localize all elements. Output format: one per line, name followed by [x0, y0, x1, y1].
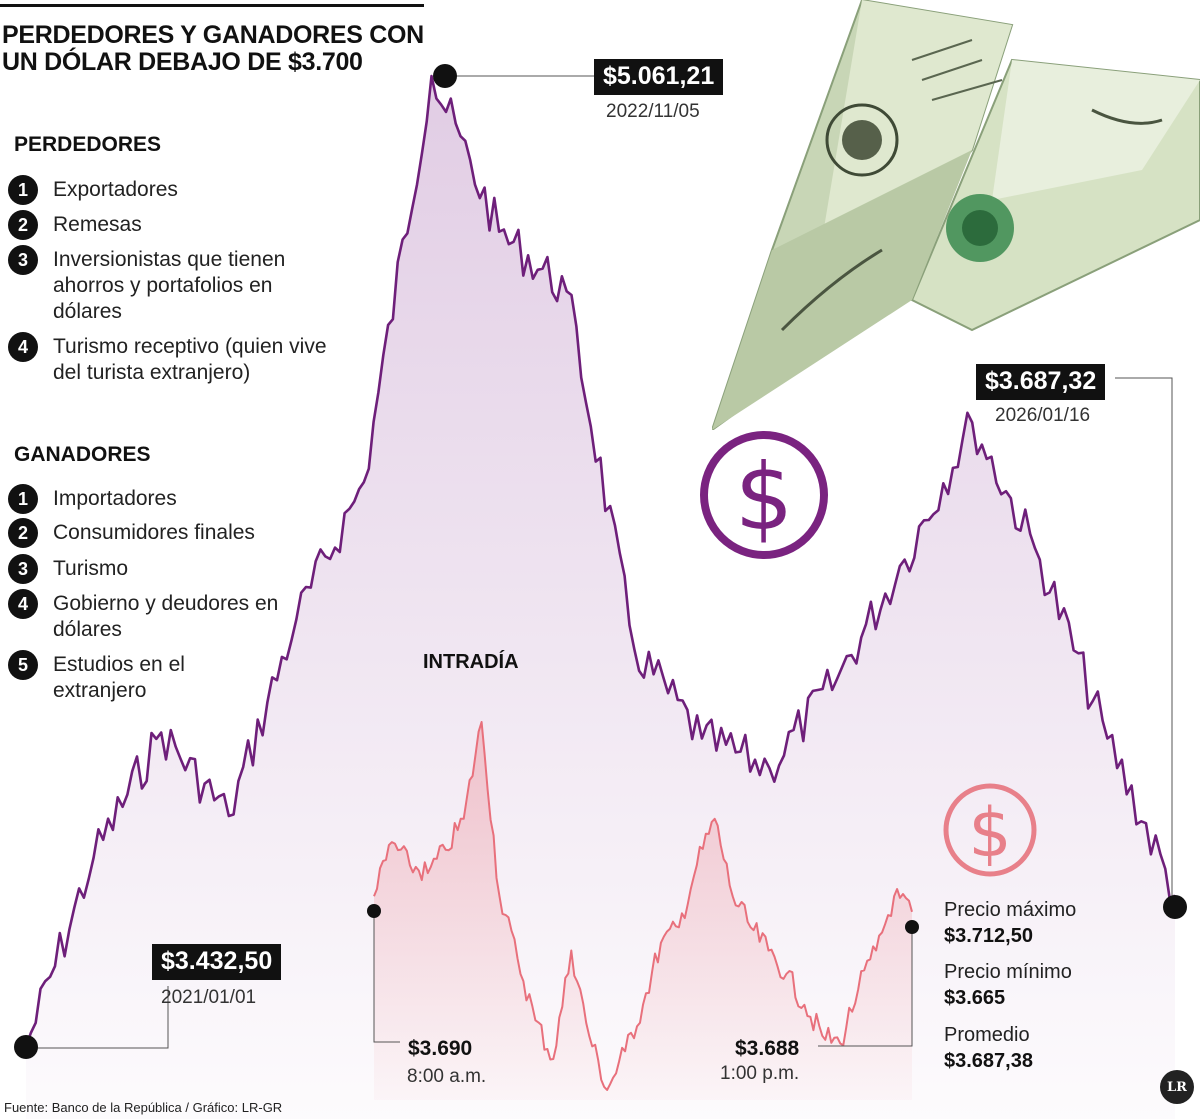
number-badge: 4: [8, 589, 38, 619]
winner-item: 1 Importadores: [8, 484, 177, 514]
intraday-end-value: $3.688: [735, 1037, 800, 1060]
top-rule: [0, 4, 424, 7]
intraday-start-time: 8:00 a.m.: [407, 1066, 487, 1087]
leader-line-start: [26, 986, 169, 1049]
loser-item: 2 Remesas: [8, 210, 142, 240]
loser-item-text: Remesas: [53, 213, 142, 236]
peak-value-badge: $5.061,21: [594, 59, 724, 95]
intraday-end-time: 1:00 p.m.: [720, 1063, 800, 1084]
winner-item-text: Turismo: [53, 557, 129, 580]
stat-avg-label: Promedio: [944, 1024, 1030, 1046]
leader-line-end: [1115, 377, 1173, 905]
winner-item: 5 Estudios en el extranjero: [8, 650, 223, 704]
number-badge: 3: [8, 554, 38, 584]
start-date: 2021/01/01: [161, 987, 257, 1008]
number-badge: 1: [8, 175, 38, 205]
stat-avg-value: $3.687,38: [944, 1050, 1033, 1072]
dollar-circle-icon: $: [700, 431, 828, 559]
number-badge: 2: [8, 210, 38, 240]
winners-heading: GANADORES: [14, 443, 151, 466]
marker-end: [1163, 895, 1187, 919]
end-date: 2026/01/16: [995, 405, 1091, 426]
start-value-badge: $3.432,50: [152, 944, 282, 980]
title-line-2: UN DÓLAR DEBAJO DE $3.700: [2, 48, 363, 76]
main-series-area: [26, 76, 1175, 1119]
stat-min-value: $3.665: [944, 987, 1006, 1009]
main-series-line: [24, 74, 1177, 1048]
losers-heading: PERDEDORES: [14, 133, 162, 156]
intraday-series-area: [374, 722, 912, 1100]
dollar-circle-icon: $: [943, 783, 1037, 877]
marker-peak: [433, 64, 457, 88]
winner-item: 4 Gobierno y deudores en dólares: [8, 589, 293, 643]
marker-intraday-end: [905, 920, 919, 934]
number-badge: 5: [8, 650, 38, 680]
winner-item-text: Importadores: [53, 487, 177, 510]
source-note: Fuente: Banco de la República / Gráfico:…: [4, 1100, 283, 1115]
winner-item-text: Consumidores finales: [53, 521, 255, 544]
loser-item: 3 Inversionistas que tienen ahorros y po…: [8, 245, 318, 325]
intraday-title: INTRADÍA: [423, 651, 519, 673]
stat-min-label: Precio mínimo: [944, 961, 1072, 983]
intraday-series-line: [373, 721, 913, 1091]
lr-logo: LR: [1160, 1070, 1194, 1104]
number-badge: 4: [8, 332, 38, 362]
winner-item-text: Gobierno y deudores en dólares: [53, 592, 279, 641]
number-badge: 1: [8, 484, 38, 514]
loser-item: 4 Turismo receptivo (quien vive del turi…: [8, 332, 333, 386]
leader-line-intraday-start: [373, 912, 400, 1043]
intraday-start-value: $3.690: [408, 1037, 473, 1060]
end-value-badge: $3.687,32: [976, 364, 1106, 400]
stat-max-value: $3.712,50: [944, 925, 1033, 947]
loser-item: 1 Exportadores: [8, 175, 178, 205]
stat-max-label: Precio máximo: [944, 899, 1077, 921]
number-badge: 3: [8, 245, 38, 275]
title-line-1: PERDEDORES Y GANADORES CON: [2, 21, 424, 49]
winner-item-text: Estudios en el extranjero: [53, 653, 185, 702]
loser-item-text: Turismo receptivo (quien vive del turist…: [53, 335, 327, 384]
peak-date: 2022/11/05: [606, 101, 700, 122]
loser-item-text: Exportadores: [53, 178, 178, 201]
paper-plane-dollar-bills: [712, 0, 1200, 430]
leader-line-intraday-end: [818, 928, 913, 1047]
winner-item: 3 Turismo: [8, 554, 129, 584]
loser-item-text: Inversionistas que tienen ahorros y port…: [53, 248, 286, 323]
svg-text:$: $: [968, 794, 1011, 873]
marker-intraday-start: [367, 904, 381, 918]
winner-item: 2 Consumidores finales: [8, 518, 255, 548]
svg-text:$: $: [735, 444, 794, 551]
number-badge: 2: [8, 518, 38, 548]
marker-start: [14, 1035, 38, 1059]
page-title: PERDEDORES Y GANADORES CON UN DÓLAR DEBA…: [2, 22, 424, 76]
